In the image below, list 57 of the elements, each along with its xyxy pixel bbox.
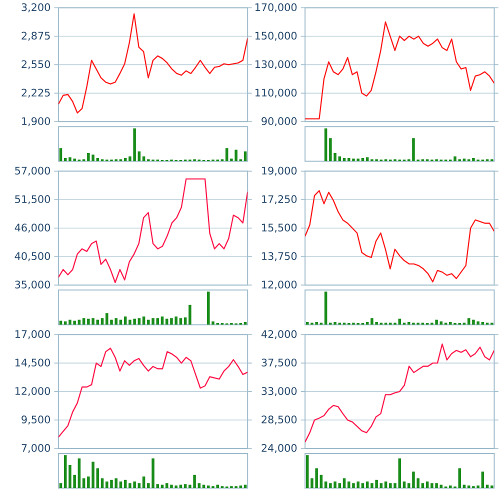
y-tick-label: 17,250 (262, 195, 297, 204)
bar (138, 483, 141, 488)
bar (198, 483, 201, 488)
bar (78, 320, 81, 325)
bar (361, 483, 364, 488)
bar (188, 304, 192, 325)
y-tick-label: 14,500 (16, 358, 50, 368)
y-tick-label: 33,000 (262, 387, 297, 396)
bar (481, 472, 484, 488)
y-tick-label: 28,500 (262, 416, 297, 424)
bar (100, 478, 104, 488)
y-tick-label: 9,500 (22, 416, 50, 424)
y-tick-label: 2,225 (22, 88, 50, 98)
y-tick-label: 15,500 (262, 224, 297, 233)
y-tick-label: 170,000 (256, 3, 297, 12)
bar (421, 483, 424, 488)
y-tick-label: 24,000 (262, 444, 297, 453)
y-tick-label: 1,900 (22, 117, 50, 126)
y-tick-label: 90,000 (262, 117, 297, 126)
bar (59, 483, 62, 488)
line-series (305, 343, 494, 443)
bar (408, 483, 410, 488)
bar (142, 476, 146, 488)
y-tick-label: 12,000 (16, 387, 50, 396)
y-tick-label: 13,750 (262, 252, 297, 262)
y-tick-label: 19,000 (262, 166, 297, 176)
bar (342, 478, 346, 488)
y-tick-label: 57,000 (15, 166, 50, 176)
bar (119, 320, 122, 325)
y-tick-label: 46,000 (14, 224, 50, 233)
bar (59, 320, 62, 325)
bar (78, 458, 81, 488)
y-tick-label: 40,500 (14, 252, 50, 262)
y-tick-label: 7,000 (22, 444, 50, 453)
y-tick-label: 3,200 (22, 3, 50, 12)
y-tick-label: 51,500 (15, 195, 50, 204)
y-tick-label: 150,000 (256, 32, 297, 41)
bar (490, 485, 494, 488)
line-series (58, 13, 248, 114)
y-tick-label: 12,000 (262, 280, 297, 290)
y-tick-label: 2,550 (22, 60, 50, 70)
y-tick-label: 35,000 (15, 280, 50, 290)
bar (338, 483, 342, 488)
y-tick-label: 130,000 (256, 60, 297, 70)
bar (166, 483, 168, 488)
y-tick-label: 2,875 (22, 32, 50, 41)
bar (64, 455, 67, 488)
bar (96, 320, 100, 325)
y-tick-label: 42,000 (262, 330, 297, 340)
bar (306, 455, 309, 488)
bar (380, 483, 383, 488)
bar (82, 478, 86, 488)
y-tick-label: 37,500 (262, 358, 297, 368)
y-tick-label: 110,000 (256, 88, 297, 98)
bar (184, 484, 187, 488)
y-tick-label: 17,000 (16, 330, 50, 340)
bar (324, 292, 328, 325)
